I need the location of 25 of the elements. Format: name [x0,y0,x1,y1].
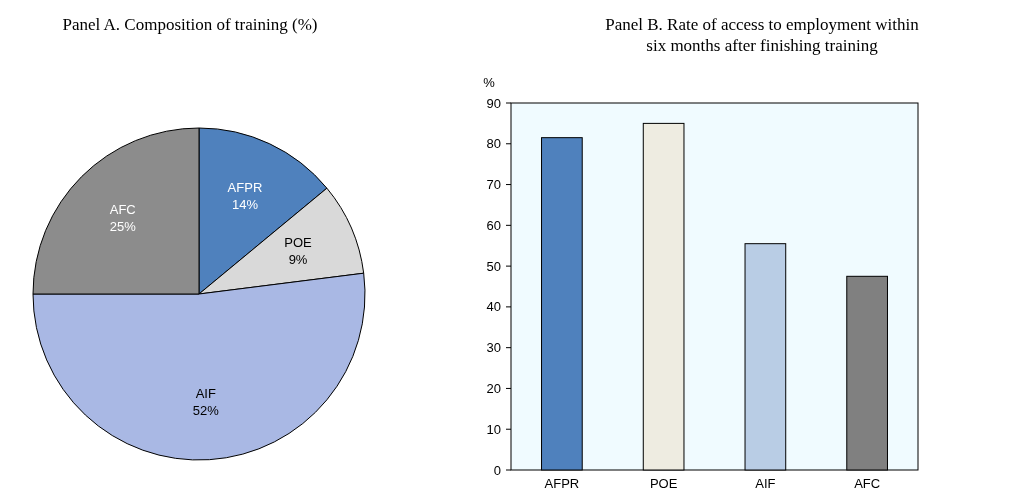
y-tick-label: 50 [486,258,501,274]
y-tick-label: 30 [486,340,501,356]
x-tick-label: AIF [755,476,776,491]
y-tick-label: 20 [486,380,501,396]
y-tick-label: 60 [486,217,501,233]
slice-label: AFC [109,201,136,217]
y-axis-title: % [483,75,496,90]
x-tick-label: AFC [854,476,881,491]
y-tick-label: 40 [486,299,501,315]
data-label: 14% [231,197,259,213]
y-tick-label: 80 [486,136,501,152]
x-tick-label: POE [649,476,678,491]
data-label: 9% [288,252,308,268]
y-tick-label: 0 [493,462,501,478]
slice-label: AIF [195,385,216,401]
data-label: 52% [192,402,220,418]
slice-label: AFPR [227,180,263,196]
chart-title: Panel B. Rate of access to employment within six months after finishing training [605,15,920,55]
y-tick-label: 70 [486,177,501,193]
y-tick-label: 90 [486,95,501,111]
y-tick-label: 10 [486,421,501,437]
slice-label: POE [284,235,313,251]
data-label: 25% [109,218,137,234]
x-tick-label: AFPR [544,476,580,491]
chart-title: Panel A. Composition of training (%) [62,15,318,34]
